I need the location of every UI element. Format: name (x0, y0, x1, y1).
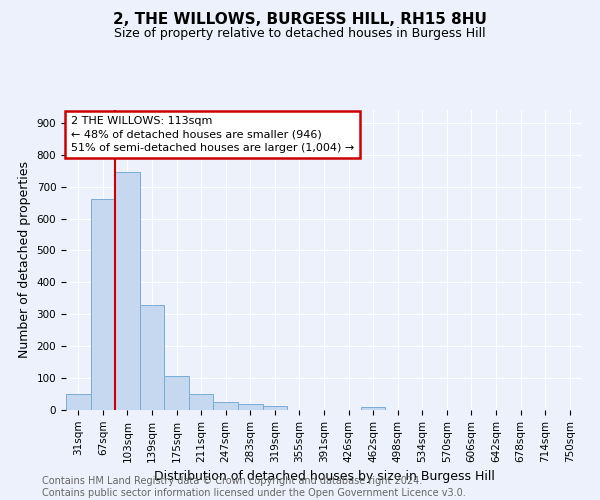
Text: Size of property relative to detached houses in Burgess Hill: Size of property relative to detached ho… (114, 28, 486, 40)
Y-axis label: Number of detached properties: Number of detached properties (18, 162, 31, 358)
Bar (361, 407, 385, 410)
Bar (263, 406, 287, 410)
Bar (115, 172, 140, 410)
Bar (214, 402, 238, 410)
Bar (140, 304, 164, 410)
Bar (164, 376, 189, 410)
X-axis label: Distribution of detached houses by size in Burgess Hill: Distribution of detached houses by size … (154, 470, 494, 483)
Bar (238, 404, 263, 410)
Bar (91, 200, 115, 410)
Bar (66, 394, 91, 410)
Bar (189, 394, 214, 410)
Text: 2 THE WILLOWS: 113sqm
← 48% of detached houses are smaller (946)
51% of semi-det: 2 THE WILLOWS: 113sqm ← 48% of detached … (71, 116, 354, 153)
Text: 2, THE WILLOWS, BURGESS HILL, RH15 8HU: 2, THE WILLOWS, BURGESS HILL, RH15 8HU (113, 12, 487, 28)
Text: Contains HM Land Registry data © Crown copyright and database right 2024.
Contai: Contains HM Land Registry data © Crown c… (42, 476, 466, 498)
